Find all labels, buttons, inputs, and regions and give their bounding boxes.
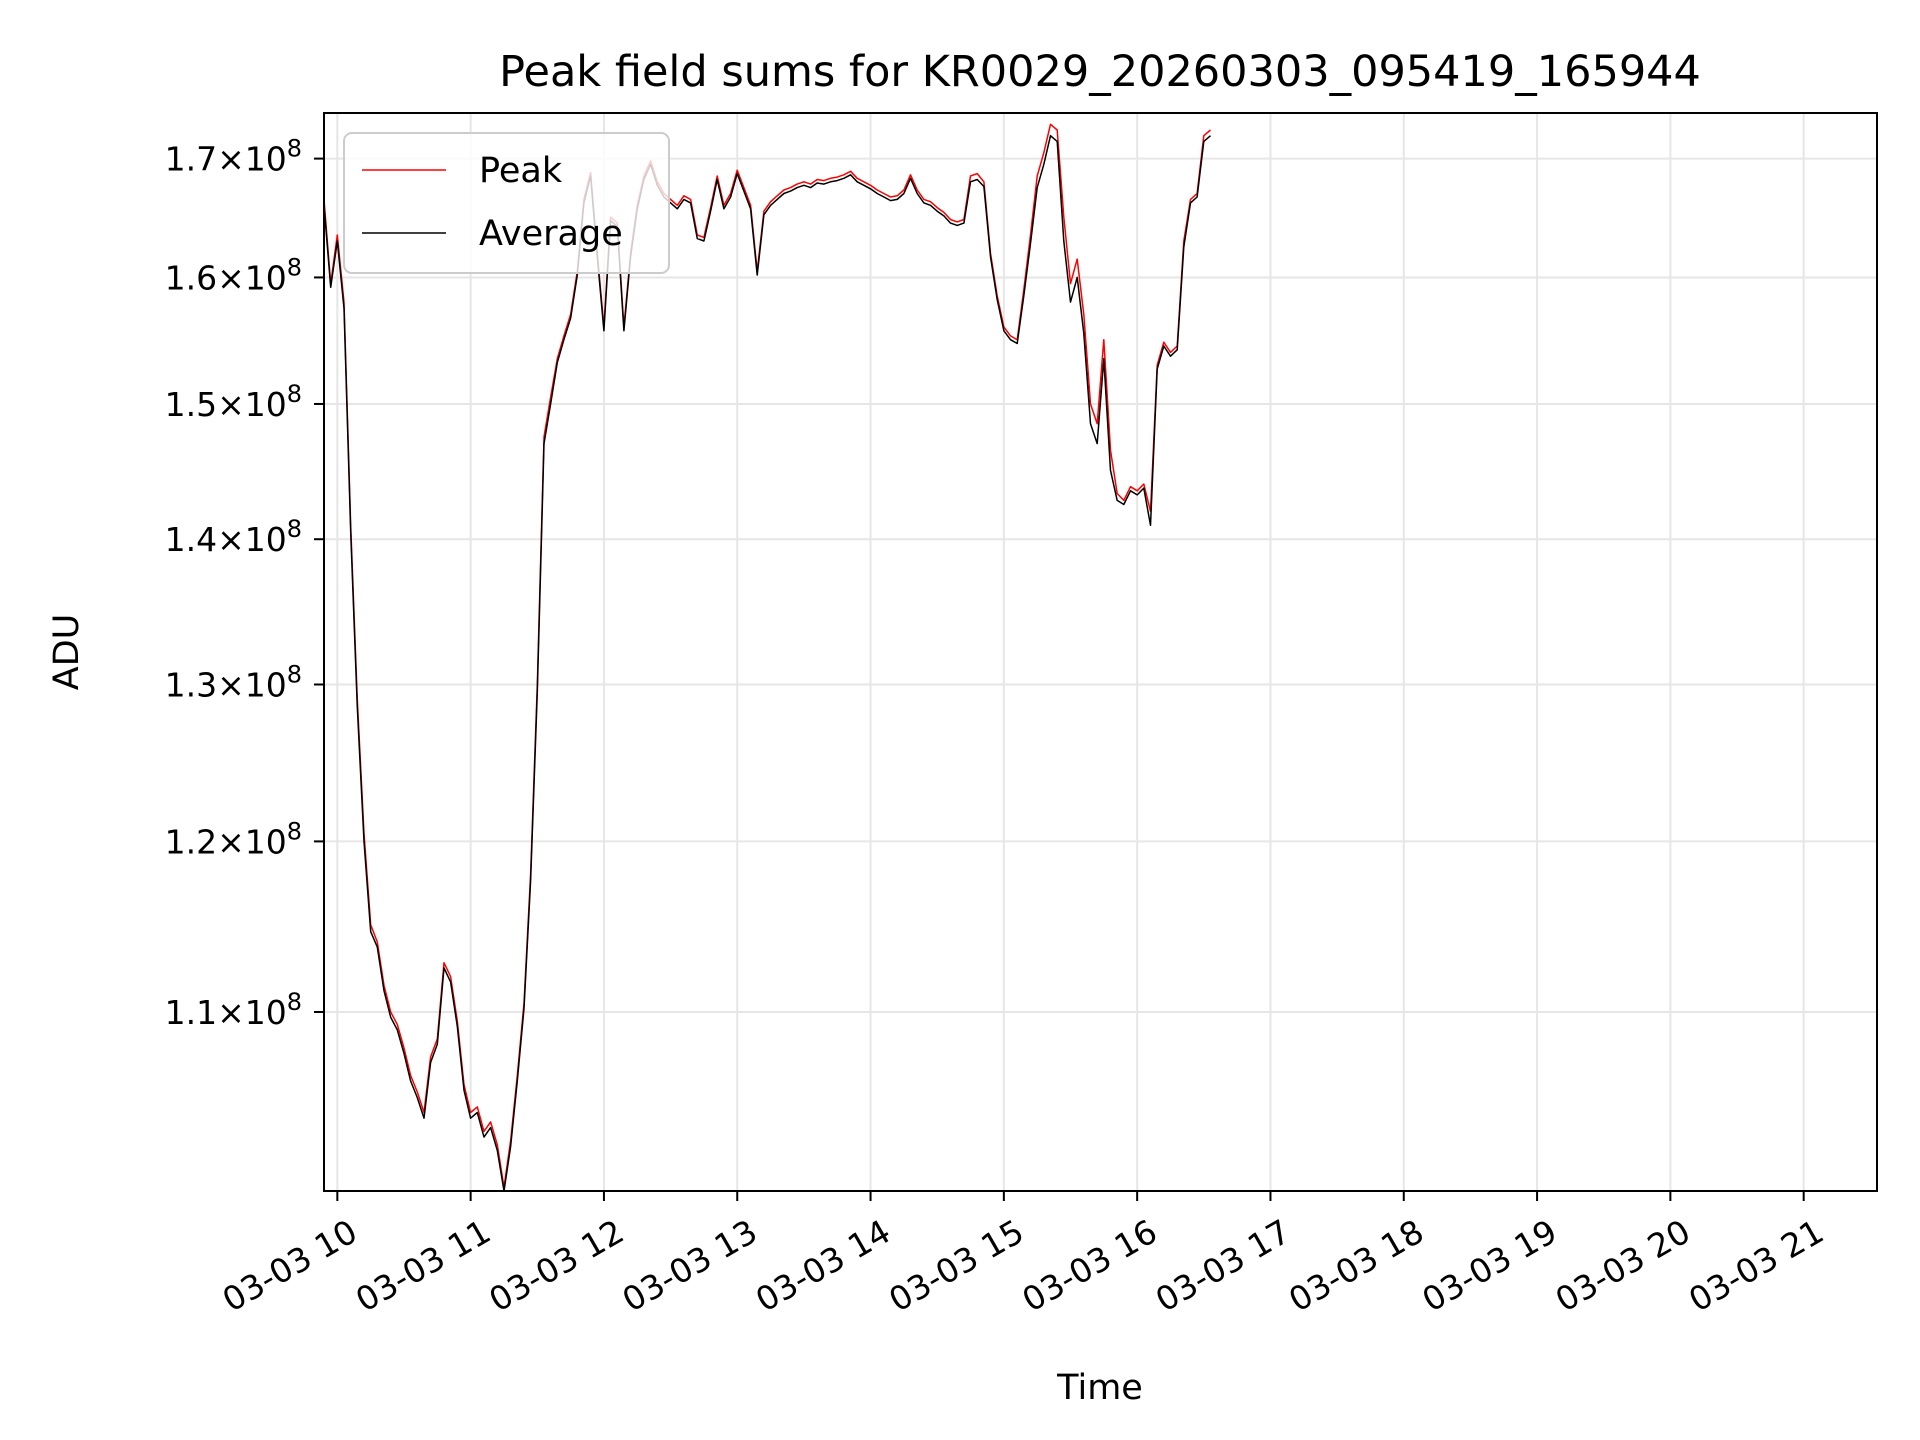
y-tick-mantissa: 1.5 bbox=[165, 385, 217, 424]
series-line-peak bbox=[324, 123, 1211, 1188]
chart-title: Peak field sums for KR0029_20260303_0954… bbox=[499, 47, 1701, 97]
y-tick-exponent: 8 bbox=[287, 988, 302, 1016]
series-layer bbox=[324, 123, 1211, 1191]
y-tick-mantissa: 1.4 bbox=[165, 520, 217, 559]
x-axis-label: Time bbox=[1056, 1368, 1143, 1408]
y-tick-exponent: 8 bbox=[287, 817, 302, 845]
legend: Peak Average bbox=[343, 132, 670, 274]
y-tick-mantissa: 1.1 bbox=[165, 993, 217, 1032]
y-tick-mantissa: 1.7 bbox=[165, 140, 217, 179]
y-tick-label: 1.4×108 bbox=[165, 515, 302, 559]
legend-peak-label: Peak bbox=[479, 151, 563, 191]
y-tick-label: 1.5×108 bbox=[165, 380, 302, 424]
y-tick-exponent: 8 bbox=[287, 253, 302, 281]
y-tick-label: 1.1×108 bbox=[165, 988, 302, 1032]
y-tick-exponent: 8 bbox=[287, 380, 302, 408]
series-line-average bbox=[324, 134, 1211, 1191]
y-tick-label: 1.2×108 bbox=[165, 817, 302, 861]
y-tick-label: 1.3×108 bbox=[165, 660, 302, 704]
axes-frame bbox=[323, 112, 1878, 1192]
y-tick-mantissa: 1.3 bbox=[165, 665, 217, 704]
y-tick-mantissa: 1.6 bbox=[165, 258, 217, 297]
y-tick-mantissa: 1.2 bbox=[165, 822, 217, 861]
y-tick-exponent: 8 bbox=[287, 515, 302, 543]
y-axis-ticks: 1.1×108 1.2×108 1.3×108 1.4×108 1.5×108 1.6×1… bbox=[165, 135, 324, 1032]
y-tick-exponent: 8 bbox=[287, 135, 302, 163]
y-tick-exponent: 8 bbox=[287, 660, 302, 688]
legend-average-label: Average bbox=[479, 214, 623, 254]
legend-box bbox=[343, 132, 670, 274]
y-tick-label: 1.6×108 bbox=[165, 253, 302, 297]
y-tick-label: 1.7×108 bbox=[165, 135, 302, 179]
y-axis-label: ADU bbox=[47, 614, 87, 691]
